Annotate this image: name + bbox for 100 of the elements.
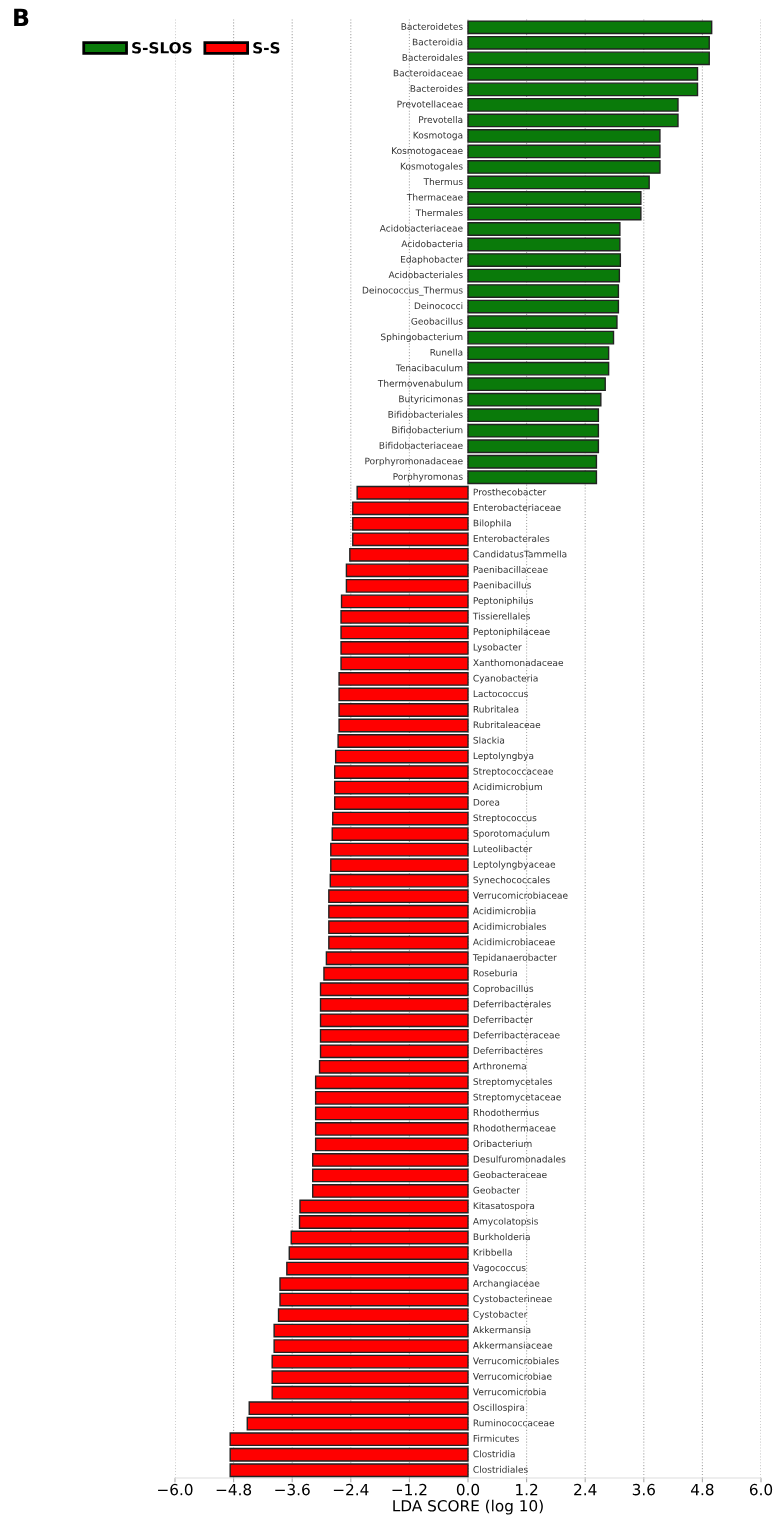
y-tick-label: Cystobacter <box>473 1310 528 1320</box>
y-tick-label: Porphyromonas <box>393 472 463 482</box>
bar <box>467 315 618 330</box>
bar <box>467 129 661 143</box>
bar <box>467 284 620 298</box>
y-tick-label: Kosmotoga <box>413 131 463 141</box>
y-tick-label: Acidimicrobiales <box>472 922 547 930</box>
y-tick-label: Akkermansiaceae <box>472 1341 553 1349</box>
x-tick-label: −4.8 <box>216 1483 252 1496</box>
bar <box>277 1308 469 1322</box>
bar <box>467 191 642 205</box>
y-tick-label: Deinococcus_Thermus <box>362 286 463 296</box>
bar <box>312 1153 469 1167</box>
y-tick-label: Tepidanaerobacter <box>472 953 557 963</box>
bar <box>314 1122 469 1136</box>
bar <box>467 113 679 128</box>
y-tick-label: Peptoniphilus <box>473 597 534 606</box>
y-tick-label: Lysobacter <box>473 643 522 653</box>
y-tick-label: Cyanobacteria <box>473 674 538 684</box>
legend-label: S-S <box>253 42 280 54</box>
y-tick-label: Enterobacteriaceae <box>473 503 561 511</box>
y-tick-label: Thermaceae <box>406 193 463 201</box>
y-tick-label: Geobacteraceae <box>473 1171 547 1179</box>
y-tick-label: Streptomycetales <box>473 1077 553 1087</box>
y-tick-label: Edaphobacter <box>401 255 464 265</box>
bar <box>279 1292 469 1307</box>
y-tick-label: Kitasatospora <box>473 1202 535 1211</box>
y-tick-label: Runella <box>430 348 463 356</box>
y-tick-label: Leptolyngbya <box>473 752 534 761</box>
bar <box>338 672 469 686</box>
y-tick-label: Xanthomonadaceae <box>473 659 564 667</box>
x-tick-label: 2.4 <box>574 1483 597 1496</box>
bar <box>333 780 469 795</box>
bar <box>467 299 620 314</box>
y-tick-label: Dorea <box>473 798 500 806</box>
y-tick-label: Acidobacteriaceae <box>379 224 463 232</box>
bar <box>340 609 469 624</box>
bar <box>333 796 469 810</box>
y-tick-label: Verrucomicrobiae <box>472 1372 552 1380</box>
y-tick-label: Akkermansia <box>472 1326 531 1334</box>
bar <box>298 1215 469 1229</box>
y-tick-label: Geobacter <box>473 1186 520 1194</box>
bar <box>332 811 469 826</box>
y-tick-label: Vagococcus <box>472 1264 526 1273</box>
y-tick-label: Coprobacillus <box>473 984 534 994</box>
bar <box>340 656 469 671</box>
x-tick-label: −1.2 <box>392 1483 427 1496</box>
y-tick-label: Prevotellaceae <box>397 100 463 108</box>
y-tick-label: Thermus <box>423 178 463 186</box>
y-tick-label: Deferribacteraceae <box>473 1031 560 1039</box>
y-tick-label: Oribacterium <box>473 1140 532 1148</box>
bar <box>286 1261 469 1276</box>
y-tick-label: Deferribacter <box>473 1015 533 1023</box>
y-tick-label: Paenibacillaceae <box>473 565 548 573</box>
y-tick-label: Thermales <box>415 209 463 217</box>
y-tick-label: Butyricimonas <box>399 395 463 405</box>
y-tick-label: Bacteroides <box>410 85 463 92</box>
y-tick-label: Acidimicrobium <box>472 783 542 791</box>
y-tick-label: Arthronema <box>472 1062 526 1070</box>
y-tick-label: Cystobacterineae <box>473 1295 552 1304</box>
y-tick-label: Clostridiales <box>473 1465 528 1473</box>
y-tick-label: Deferribacterales <box>473 1000 551 1008</box>
y-tick-label: Desulfuromonadales <box>473 1155 566 1163</box>
y-tick-label: Oscillospira <box>473 1403 525 1413</box>
y-tick-label: Rhodothermaceae <box>473 1124 556 1132</box>
y-tick-label: Bifidobacterium <box>392 426 463 434</box>
y-tick-label: Paenibacillus <box>473 581 531 589</box>
y-tick-label: Bifidobacteriaceae <box>379 441 463 449</box>
y-tick-label: Lactococcus <box>473 690 528 698</box>
bar <box>340 625 469 640</box>
legend-label: S-SLOS <box>132 42 192 54</box>
y-tick-label: Roseburia <box>473 969 517 977</box>
y-tick-label: Bacteroidaceae <box>393 69 463 77</box>
bar <box>340 641 469 655</box>
bar <box>337 734 469 748</box>
y-tick-label: Rubritalea <box>473 705 519 713</box>
y-tick-label: Sphingobacterium <box>380 333 463 342</box>
x-tick-label: 1.2 <box>516 1483 538 1496</box>
y-tick-label: Synechococcales <box>473 876 550 886</box>
y-tick-label: Prevotella <box>419 116 463 124</box>
bar <box>314 1137 469 1152</box>
bar <box>467 253 622 267</box>
y-tick-label: Bacteroidia <box>412 38 463 46</box>
y-tick-label: Verrucomicrobiaceae <box>472 891 568 899</box>
y-tick-label: Sporotomaculum <box>473 829 550 839</box>
x-tick-label: 4.8 <box>691 1483 714 1496</box>
y-tick-label: Bilophila <box>473 519 511 529</box>
bar <box>467 20 713 35</box>
y-tick-label: Deinococci <box>414 302 463 310</box>
bar <box>334 749 469 764</box>
y-tick-label: Thermovenabulum <box>377 379 463 387</box>
y-tick-label: Acidobacteria <box>401 240 463 248</box>
bar <box>338 687 469 702</box>
bar <box>467 222 621 236</box>
x-axis-title: LDA SCORE (log 10) <box>393 1499 543 1515</box>
x-tick-label: −2.4 <box>333 1483 369 1496</box>
y-tick-label: Verrucomicrobiales <box>472 1357 559 1365</box>
y-tick-label: Rubritaleaceae <box>473 721 541 729</box>
y-tick-label: Streptococcaceae <box>473 767 554 777</box>
y-tick-label: Acidimicrobiaceae <box>472 938 555 946</box>
